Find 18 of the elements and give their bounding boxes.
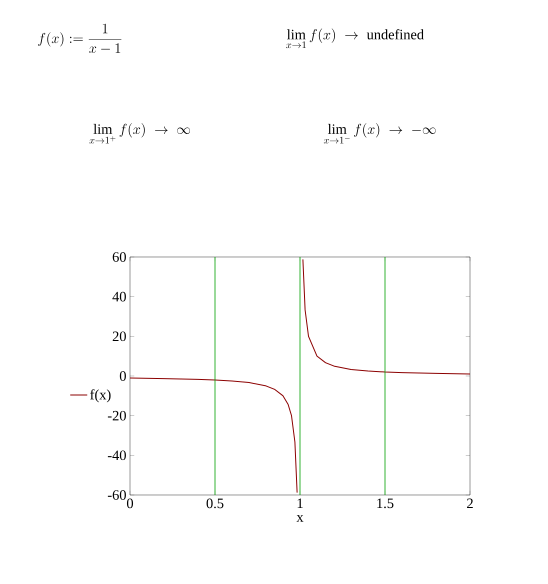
x-tick-label: 2 xyxy=(467,498,473,508)
y-tick-label: -20 xyxy=(108,410,126,421)
y-tick-label: 60 xyxy=(112,252,126,262)
y-tick-label: 40 xyxy=(112,292,126,302)
x-axis-title: x xyxy=(296,515,304,522)
x-tick-label: 0.5 xyxy=(206,498,224,508)
y-tick-label: 0 xyxy=(120,371,126,381)
text: $\lim_{x \to 1} f(x) \;\to\; \mathrm{undefined}$ xyxy=(286,28,424,48)
text: $\lim_{x \to 1^{+}} f(x) \;\to\; \infty$ xyxy=(89,123,190,144)
y-tick-label: -40 xyxy=(108,450,126,460)
x-tick-label: 1 xyxy=(298,498,303,508)
x-tick-label: 1.5 xyxy=(377,498,394,508)
y-tick-label: 20 xyxy=(112,331,126,342)
legend-label: f(x) xyxy=(90,389,111,402)
text: $\lim_{x \to 1^{-}} f(x) \;\to\; -\infty$ xyxy=(324,123,436,144)
y-tick-label: -60 xyxy=(108,490,126,500)
x-tick-label: 0 xyxy=(126,498,134,508)
text: $f(x) := \frac{1}{x-1}$ xyxy=(38,24,122,53)
